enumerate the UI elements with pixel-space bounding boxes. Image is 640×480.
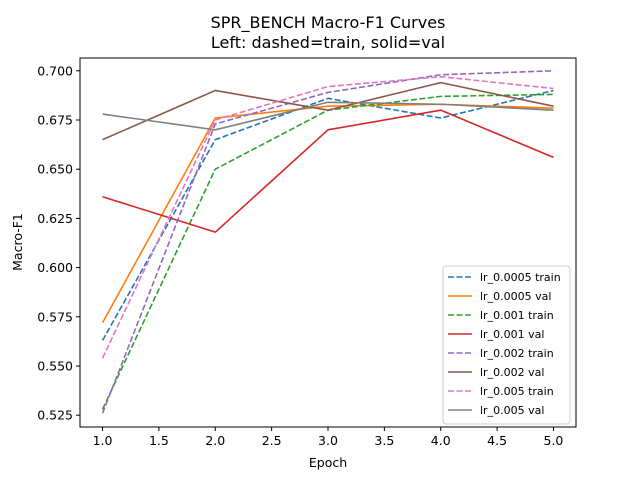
series-line-lr-0-001-val: [102, 109, 554, 233]
legend-label: lr_0.005 val: [480, 404, 544, 417]
legend: lr_0.0005 train lr_0.0005 val lr_0.001 tra…: [442, 265, 571, 425]
series-line-lr-0-002-val: [102, 81, 554, 141]
y-tick-label: 0.650: [37, 162, 73, 177]
y-tick-label: 0.675: [37, 112, 73, 127]
y-tick-label: 0.575: [37, 309, 73, 324]
legend-label: lr_0.001 val: [480, 328, 544, 341]
y-tick-label: 0.550: [37, 358, 73, 373]
series-line-lr-0-002-train: [101, 69, 554, 414]
legend-label: lr_0.0005 val: [480, 290, 551, 303]
series-layer: [101, 69, 554, 414]
x-axis-label: Epoch: [309, 455, 347, 470]
y-tick-label: 0.700: [37, 63, 73, 78]
chart-title: SPR_BENCH Macro-F1 Curves: [211, 13, 446, 33]
legend-label: lr_0.005 train: [480, 385, 554, 398]
y-tick-label: 0.625: [37, 211, 73, 226]
x-tick-label: 2.5: [262, 433, 282, 448]
y-axis: 0.525 0.550 0.575 0.600 0.625 0.650 0.675 0.700: [37, 63, 80, 423]
x-axis: 1.0 1.5 2.0 2.5 3.0 3.5 4.0 4.5 5.0: [93, 427, 564, 448]
x-tick-label: 4.0: [431, 433, 451, 448]
y-tick-label: 0.525: [37, 408, 73, 423]
legend-label: lr_0.001 train: [480, 309, 554, 322]
legend-label: lr_0.002 val: [480, 366, 544, 379]
y-axis-label: Macro-F1: [10, 213, 25, 271]
legend-label: lr_0.0005 train: [480, 271, 561, 284]
x-tick-label: 3.0: [318, 433, 338, 448]
x-tick-label: 1.5: [149, 433, 169, 448]
x-tick-label: 4.5: [487, 433, 507, 448]
x-tick-label: 5.0: [544, 433, 564, 448]
x-tick-label: 3.5: [374, 433, 394, 448]
legend-frame: [442, 265, 571, 425]
x-tick-label: 1.0: [93, 433, 113, 448]
y-tick-label: 0.600: [37, 260, 73, 275]
x-tick-label: 2.0: [205, 433, 225, 448]
chart-subtitle: Left: dashed=train, solid=val: [211, 33, 445, 52]
series-line-lr-0-005-train: [101, 75, 554, 359]
series-line-lr-0-005-val: [102, 101, 554, 131]
series-line-lr-0-0005-train: [101, 89, 554, 341]
legend-label: lr_0.002 train: [480, 347, 554, 360]
